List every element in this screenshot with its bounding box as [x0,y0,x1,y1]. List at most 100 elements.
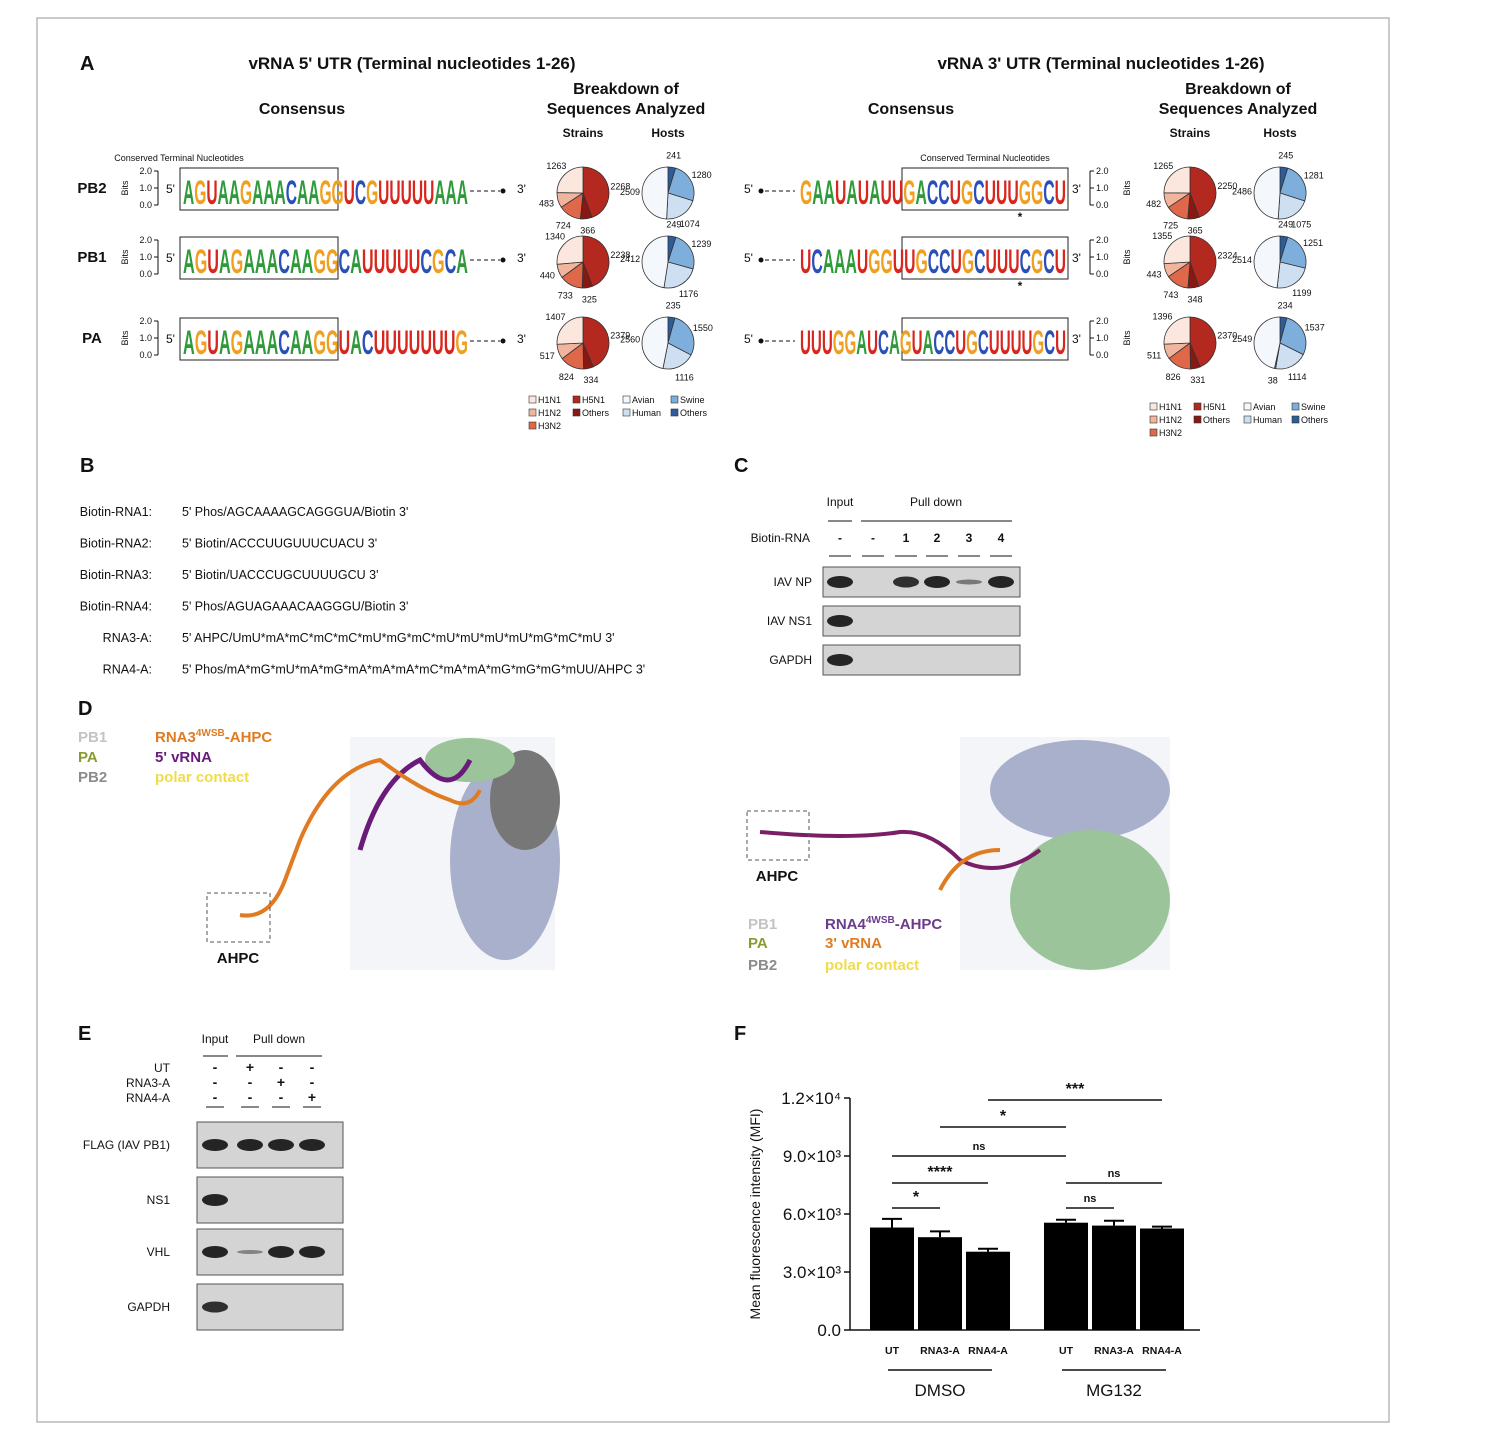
oligo-sequence: 5' Biotin/ACCCUUGUUUCUACU 3' [182,537,377,551]
nucleotide: A [252,174,263,212]
condition-label: RNA4-A [126,1091,170,1105]
legend-swatch [1291,402,1300,411]
nucleotide: A [302,243,314,281]
end-label: 5' [744,251,753,265]
vrna [938,848,1001,891]
nucleotide: A [267,243,279,281]
ligand [239,757,482,918]
significance-label: ns [1108,1168,1121,1180]
nucleotide: U [397,324,409,362]
pie-value-label: 2268 [610,181,630,191]
pie-value-label: 482 [1146,199,1161,209]
marker: * [1018,210,1023,224]
blot-label: IAV NS1 [767,614,812,628]
nucleotide: A [923,324,934,362]
pie-value-label: 1114 [1288,372,1307,382]
pie-value-label: 1075 [1291,220,1311,230]
panel-label: E [78,1023,91,1045]
legend-swatch [1149,428,1158,437]
bits-tick-label: 0.0 [139,350,152,360]
legend-pb1: PB1 [78,729,107,746]
ligand-sup: 4WSB [866,915,895,926]
nucleotide: C [1043,243,1054,281]
condition-sign: - [279,1059,284,1075]
legend-entry: H5N1 [1203,402,1226,412]
band [202,1301,228,1313]
end-label: 3' [1072,182,1081,196]
legend-swatch [670,408,679,417]
sequence-logo: AGUAGAAACAAGGUACUUUUUUUG [183,324,468,362]
pie-value-label: 1176 [679,289,698,299]
nucleotide: G [844,324,856,362]
nucleotide: A [350,324,362,362]
tether-dot [758,338,764,344]
blot-label: NS1 [147,1193,171,1207]
legend-swatch [572,408,581,417]
conserved-box [179,317,339,361]
oligo-sequence: 5' Phos/mA*mG*mU*mA*mG*mA*mA*mA*mC*mA*mA… [182,663,645,677]
nucleotide: U [385,324,397,362]
nucleotide: A [308,174,319,212]
pie-slice [667,236,695,270]
pie-value-label: 2560 [620,334,640,344]
y-tick-label: 3.0×10³ [783,1263,841,1282]
conserved-box [901,317,1069,361]
lane-label: - [871,531,875,545]
nucleotide: G [332,174,344,212]
nucleotide: A [457,174,468,212]
nucleotide: C [362,324,374,362]
nucleotide: G [313,324,326,362]
nucleotide: G [966,324,978,362]
legend-vrna: 3' vRNA [825,935,882,952]
protein-pb1 [990,740,1170,840]
legend-entry: Swine [680,395,705,405]
condition-sign: - [213,1089,218,1105]
legend-entry: Swine [1301,402,1326,412]
column-subtitle: Strains [563,126,604,140]
blot-label: GAPDH [769,653,812,667]
end-label: 5' [744,182,753,196]
nucleotide: C [278,243,290,281]
column-subtitle: Hosts [651,126,685,140]
nucleotide: A [297,174,308,212]
nucleotide: C [811,243,822,281]
protein-pb2 [490,750,560,850]
column-title: Breakdown of [573,81,679,98]
legend-pb2: PB2 [748,957,777,974]
tether-dot [500,257,506,263]
nucleotide: G [195,243,208,281]
y-tick-label: 9.0×10³ [783,1147,841,1166]
legend-swatch [670,395,679,404]
nucleotide: A [845,243,856,281]
bar [1140,1228,1184,1330]
legend-swatch [572,395,581,404]
nucleotide: U [385,243,397,281]
pie-value-label: 249 [666,219,681,229]
column-title: Breakdown of [1185,81,1291,98]
pie-slice [1277,192,1306,220]
bits-tick-label: 1.0 [1096,183,1109,193]
pie-slice [556,166,584,194]
bits-tick-label: 1.0 [139,183,152,193]
nucleotide: G [326,243,339,281]
oligo-name: Biotin-RNA3: [80,568,152,582]
legend-swatch [1149,402,1158,411]
nucleotide: U [892,174,903,212]
legend-ligand: RNA34WSB-AHPC [155,728,272,746]
pie-value-label: 334 [583,375,598,385]
pie-slice [641,166,669,220]
condition-sign: - [213,1059,218,1075]
nucleotide: A [255,324,267,362]
nucleotide: U [986,243,997,281]
nucleotide: C [933,324,944,362]
marker: * [1018,279,1023,293]
bits-tick-label: 2.0 [139,235,152,245]
x-tick-label: UT [1059,1345,1074,1357]
nucleotide: A [219,243,231,281]
end-label: 3' [517,332,526,346]
legend-swatch [528,421,537,430]
pie-slice [641,235,669,289]
band [299,1139,325,1151]
nucleotide: U [409,324,421,362]
nucleotide: C [355,174,366,212]
